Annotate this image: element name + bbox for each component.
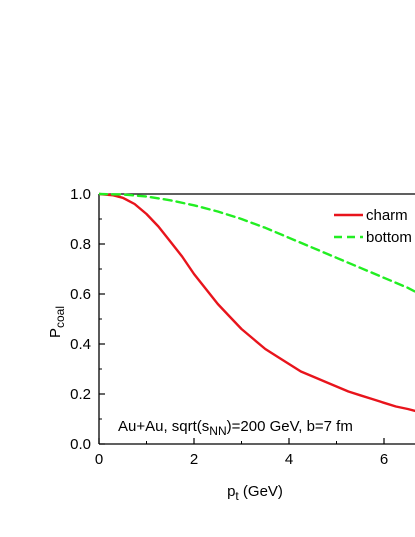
legend: charm bottom bbox=[334, 207, 412, 246]
series-line-bottom bbox=[99, 192, 415, 293]
x-axis-title: pt (GeV) bbox=[227, 483, 283, 503]
series-line-charm bbox=[99, 192, 415, 413]
series-layer bbox=[99, 192, 415, 413]
y-tick-label: 0.0 bbox=[70, 436, 91, 453]
y-axis-title: Pcoal bbox=[47, 306, 67, 338]
axis-ticks bbox=[98, 193, 385, 445]
tick-labels: 0 2 4 6 0.0 0.2 0.4 0.6 0.8 1.0 bbox=[70, 186, 388, 468]
y-tick-label: 0.6 bbox=[70, 286, 91, 303]
y-tick-label: 0.8 bbox=[70, 236, 91, 253]
y-tick-label: 0.4 bbox=[70, 336, 91, 353]
x-tick-label: 2 bbox=[190, 451, 198, 468]
y-tick-label: 0.2 bbox=[70, 386, 91, 403]
y-tick-label: 1.0 bbox=[70, 186, 91, 203]
x-tick-label: 4 bbox=[285, 451, 293, 468]
legend-label-bottom: bottom bbox=[366, 229, 412, 246]
collision-annotation: Au+Au, sqrt(sNN)=200 GeV, b=7 fm bbox=[118, 418, 353, 438]
x-tick-label: 0 bbox=[95, 451, 103, 468]
legend-label-charm: charm bbox=[366, 207, 408, 224]
x-tick-label: 6 bbox=[380, 451, 388, 468]
